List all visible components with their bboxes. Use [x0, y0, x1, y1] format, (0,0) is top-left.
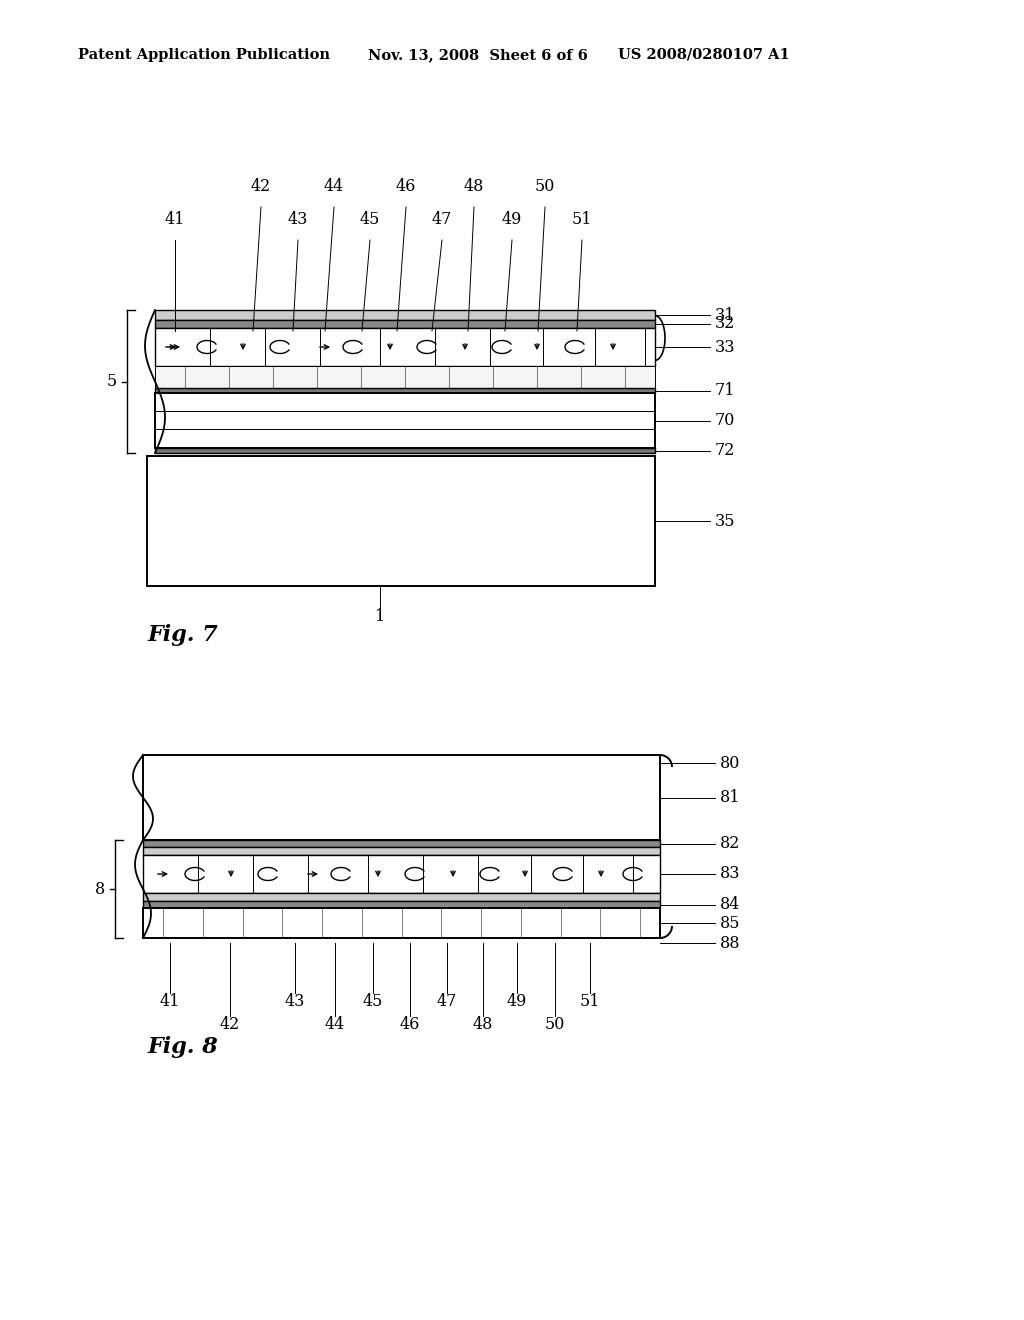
Text: 72: 72: [715, 442, 735, 459]
Text: 43: 43: [288, 211, 308, 228]
Text: 5: 5: [106, 374, 117, 389]
Text: 31: 31: [715, 306, 735, 323]
Text: 44: 44: [324, 178, 344, 195]
Text: 32: 32: [715, 315, 735, 333]
Text: 41: 41: [165, 211, 185, 228]
Polygon shape: [143, 847, 660, 855]
Polygon shape: [155, 393, 655, 447]
Text: 49: 49: [502, 211, 522, 228]
Polygon shape: [143, 855, 660, 894]
Polygon shape: [155, 366, 655, 388]
Text: 45: 45: [359, 211, 380, 228]
Text: 41: 41: [160, 993, 180, 1010]
Polygon shape: [143, 894, 660, 902]
Text: Patent Application Publication: Patent Application Publication: [78, 48, 330, 62]
Text: 47: 47: [432, 211, 453, 228]
Text: 48: 48: [473, 1016, 494, 1034]
Text: 48: 48: [464, 178, 484, 195]
Text: 51: 51: [580, 993, 600, 1010]
Polygon shape: [147, 455, 655, 586]
Polygon shape: [155, 327, 655, 366]
Text: 81: 81: [720, 789, 740, 807]
Text: 49: 49: [507, 993, 527, 1010]
Text: 8: 8: [95, 880, 105, 898]
Polygon shape: [155, 319, 655, 327]
Text: Fig. 8: Fig. 8: [148, 1036, 219, 1059]
Text: 46: 46: [396, 178, 416, 195]
Text: Fig. 7: Fig. 7: [148, 624, 219, 645]
Text: 84: 84: [720, 896, 740, 913]
Text: 43: 43: [285, 993, 305, 1010]
Polygon shape: [143, 840, 660, 847]
Text: 80: 80: [720, 755, 740, 771]
Text: US 2008/0280107 A1: US 2008/0280107 A1: [618, 48, 790, 62]
Text: Nov. 13, 2008  Sheet 6 of 6: Nov. 13, 2008 Sheet 6 of 6: [368, 48, 588, 62]
Text: 50: 50: [535, 178, 555, 195]
Polygon shape: [143, 902, 660, 908]
Polygon shape: [143, 755, 660, 840]
Text: 85: 85: [720, 915, 740, 932]
Text: 44: 44: [325, 1016, 345, 1034]
Text: 47: 47: [437, 993, 457, 1010]
Text: 35: 35: [715, 512, 735, 529]
Text: 82: 82: [720, 836, 740, 851]
Text: 42: 42: [251, 178, 271, 195]
Polygon shape: [155, 310, 655, 319]
Text: 71: 71: [715, 381, 735, 399]
Polygon shape: [143, 908, 660, 939]
Text: 83: 83: [720, 866, 740, 883]
Text: 45: 45: [362, 993, 383, 1010]
Text: 88: 88: [720, 935, 740, 952]
Polygon shape: [155, 447, 655, 453]
Text: 33: 33: [715, 338, 735, 355]
Text: 42: 42: [220, 1016, 240, 1034]
Text: 70: 70: [715, 412, 735, 429]
Text: 51: 51: [571, 211, 592, 228]
Text: 1: 1: [375, 609, 385, 624]
Text: 46: 46: [399, 1016, 420, 1034]
Text: 50: 50: [545, 1016, 565, 1034]
Polygon shape: [155, 388, 655, 393]
